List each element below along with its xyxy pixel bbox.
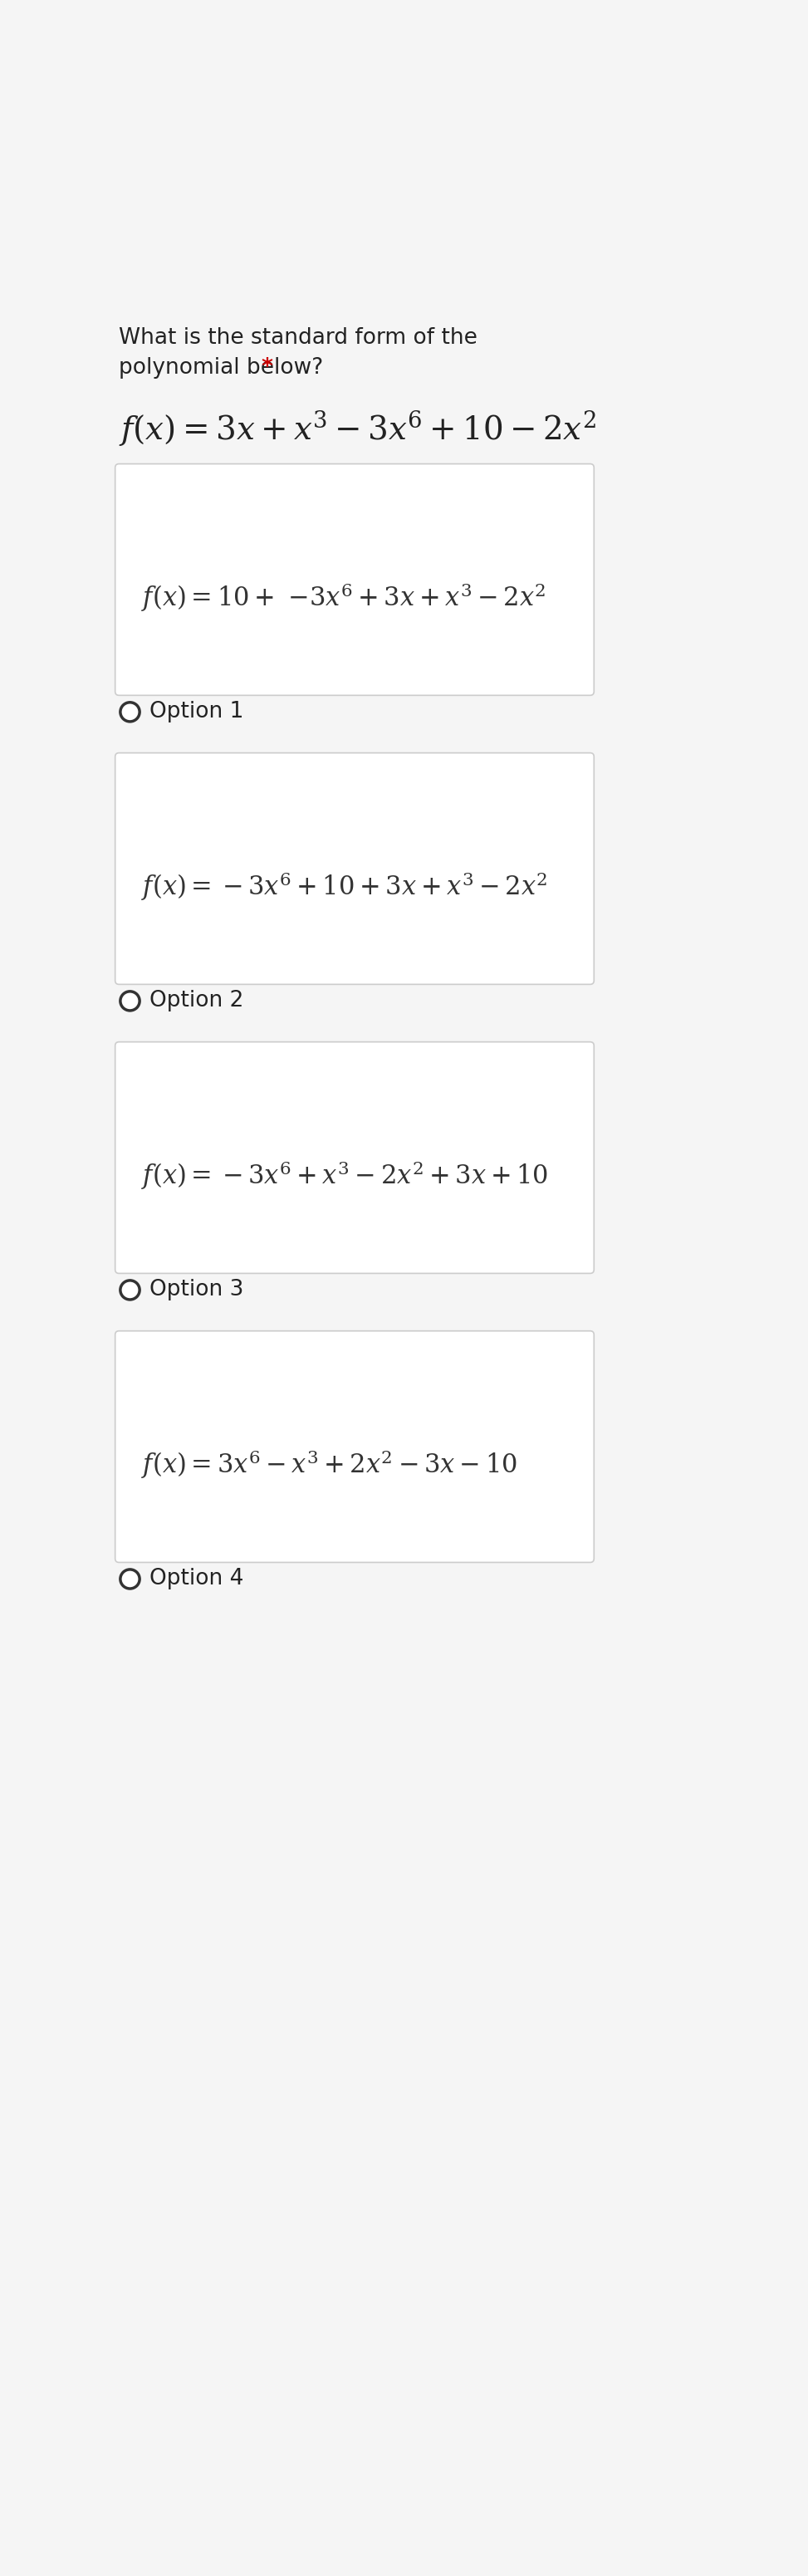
Text: $f(x) = 10 +\ {-3x^6} + 3x + x^3 - 2x^2$: $f(x) = 10 +\ {-3x^6} + 3x + x^3 - 2x^2$ [141,582,546,613]
Circle shape [120,1569,140,1589]
Text: Option 4: Option 4 [149,1569,243,1589]
Circle shape [120,703,140,721]
FancyBboxPatch shape [116,464,594,696]
FancyBboxPatch shape [116,1332,594,1564]
Text: $f(x) = 3x + x^3 - 3x^6 + 10 - 2x^2$: $f(x) = 3x + x^3 - 3x^6 + 10 - 2x^2$ [119,407,596,448]
Text: $f(x) = -3x^6 + x^3 - 2x^2 + 3x + 10$: $f(x) = -3x^6 + x^3 - 2x^2 + 3x + 10$ [141,1159,549,1193]
FancyBboxPatch shape [116,752,594,984]
Text: $f(x) = 3x^6 - x^3 + 2x^2 - 3x - 10$: $f(x) = 3x^6 - x^3 + 2x^2 - 3x - 10$ [141,1448,518,1481]
Text: $f(x) = -3x^6 + 10 + 3x + x^3 - 2x^2$: $f(x) = -3x^6 + 10 + 3x + x^3 - 2x^2$ [141,871,548,902]
Text: *: * [255,358,273,379]
Text: Option 3: Option 3 [149,1280,243,1301]
Text: polynomial below?: polynomial below? [119,358,323,379]
Circle shape [120,1280,140,1301]
Text: Option 1: Option 1 [149,701,243,724]
Text: Option 2: Option 2 [149,989,243,1012]
FancyBboxPatch shape [116,1041,594,1273]
Circle shape [120,992,140,1010]
Text: What is the standard form of the: What is the standard form of the [119,327,478,348]
